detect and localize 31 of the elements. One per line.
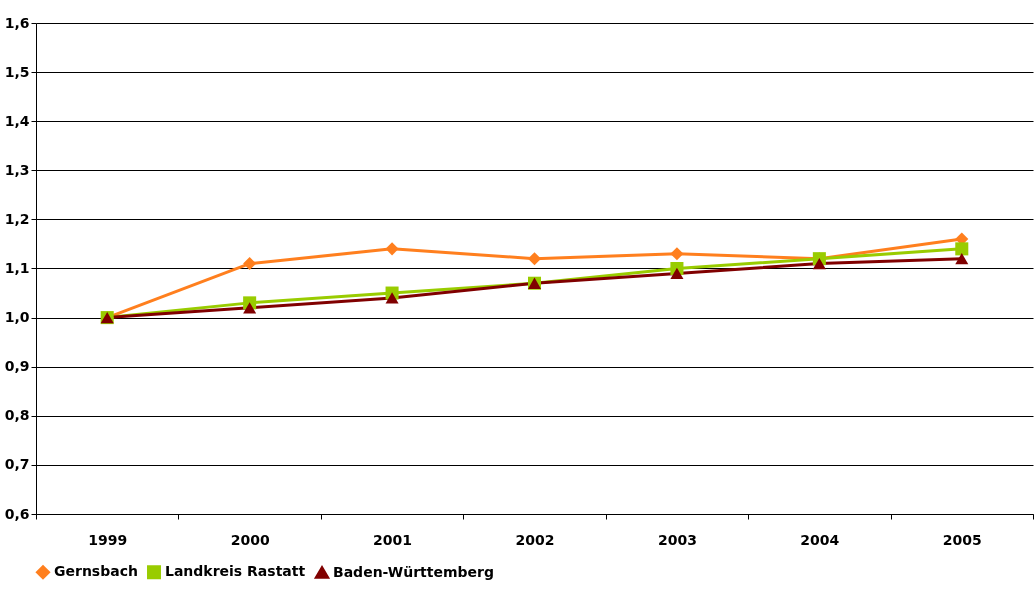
y-tick-label: 0,8 (4, 407, 30, 424)
point (670, 267, 684, 280)
x-tick-label: 1999 (88, 531, 128, 548)
x-tick-label: 2000 (230, 531, 270, 548)
legend-label: Baden-Württemberg (333, 563, 495, 580)
y-tick-label: 1,3 (4, 161, 30, 178)
point (527, 252, 542, 266)
point (243, 257, 257, 271)
point (955, 253, 969, 265)
y-tick-label: 1,0 (4, 309, 30, 326)
y-tick-label: 1,4 (4, 112, 30, 129)
legend-label: Gernsbach (54, 563, 138, 580)
x-tick-label: 2001 (373, 531, 413, 548)
y-tick-label: 1,6 (4, 14, 30, 31)
x-tick-label: 2005 (942, 531, 982, 548)
y-tick-label: 0,6 (4, 505, 30, 522)
y-tick-label: 1,5 (4, 63, 30, 80)
y-tick-label: 1,2 (4, 210, 30, 227)
x-tick-label: 2003 (657, 531, 697, 548)
y-tick-label: 0,9 (4, 358, 30, 375)
x-tick-label: 2002 (515, 531, 555, 548)
point (385, 292, 399, 304)
y-tick-label: 1,1 (4, 260, 30, 276)
point (955, 242, 969, 256)
point (812, 257, 826, 270)
point (385, 242, 399, 256)
y-tick-label: 0,7 (4, 456, 30, 473)
legend-label: Landkreis Rastatt (165, 563, 306, 580)
x-tick-label: 2004 (800, 531, 840, 548)
point (243, 302, 257, 314)
point (670, 247, 684, 261)
